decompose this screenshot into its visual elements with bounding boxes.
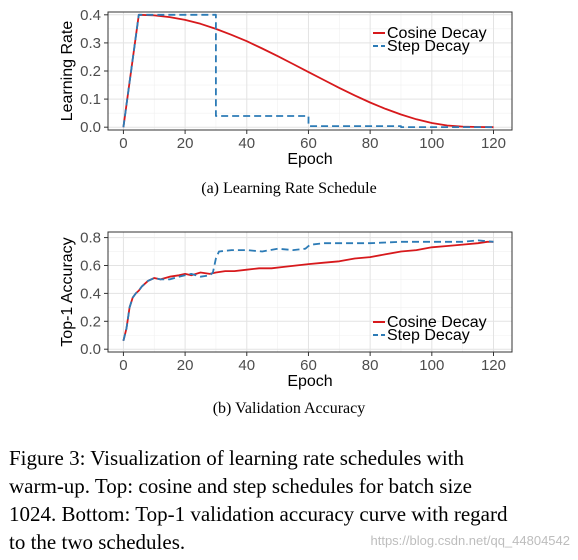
x-tick-label: 80 [362,357,379,374]
figure-charts: 0 20 40 60 80 100 120 0.0 0.1 0.2 0.3 0.4 Epoch Learn… [59,7,513,417]
y-tick-label: 0.0 [80,341,101,358]
y-axis-label: Learning Rate [59,21,76,122]
x-tick-label: 60 [300,135,317,152]
x-axis-label: Epoch [287,151,332,168]
legend-label-step-decay: Step Decay [387,38,470,55]
figure-caption: Figure 3: Visualization of learning rate… [9,444,571,556]
plot-frame [107,231,513,353]
series-line-step-decay [122,239,494,342]
y-tick-label: 0.2 [80,63,101,80]
caption-line-3: 1024. Bottom: Top-1 validation accuracy … [9,502,508,526]
series-line-cosine-decay [122,13,494,129]
caption-line-4: to the two schedules. [9,530,186,554]
chart-caption: (b) Validation Accuracy [213,400,366,417]
y-tick-label: 0.1 [80,91,101,108]
y-axis-label: Top-1 Accuracy [59,237,76,346]
chart-caption: (a) Learning Rate Schedule [201,180,376,197]
x-tick-label: 0 [119,135,127,152]
x-tick-label: 40 [238,357,255,374]
y-tick-label: 0.6 [80,257,101,274]
x-tick-label: 120 [481,357,506,374]
x-axis-label: Epoch [287,373,332,390]
caption-line-1: Figure 3: Visualization of learning rate… [9,446,464,470]
x-tick-label: 100 [419,357,444,374]
x-tick-label: 20 [177,135,194,152]
caption-line-2: warm-up. Top: cosine and step schedules … [9,474,472,498]
series-line-step-decay [122,13,494,128]
chart-panel-2: 0 20 40 60 80 100 120 0.0 0.2 0.4 0.6 0.8 Epoch Top-1… [59,230,513,417]
x-tick-label: 80 [362,135,379,152]
y-tick-label: 0.2 [80,313,101,330]
legend-label-cosine-decay: Cosine Decay [387,314,487,331]
x-tick-label: 120 [481,135,506,152]
y-tick-label: 0.3 [80,35,101,52]
x-tick-label: 100 [419,135,444,152]
x-tick-label: 20 [177,357,194,374]
watermark: https://blog.csdn.net/qq_44804542 [370,533,571,548]
plot-frame [107,11,513,131]
chart-panel-1: 0 20 40 60 80 100 120 0.0 0.1 0.2 0.3 0.4 Epoch Learn… [59,7,513,197]
x-tick-label: 0 [119,357,127,374]
legend-label-cosine-decay: Cosine Decay [387,25,487,42]
y-tick-label: 0.8 [80,230,101,247]
legend-label-step-decay: Step Decay [387,327,470,344]
x-tick-label: 40 [238,135,255,152]
y-tick-label: 0.4 [80,285,101,302]
y-tick-label: 0.4 [80,7,101,24]
y-tick-label: 0.0 [80,119,101,136]
x-tick-label: 60 [300,357,317,374]
